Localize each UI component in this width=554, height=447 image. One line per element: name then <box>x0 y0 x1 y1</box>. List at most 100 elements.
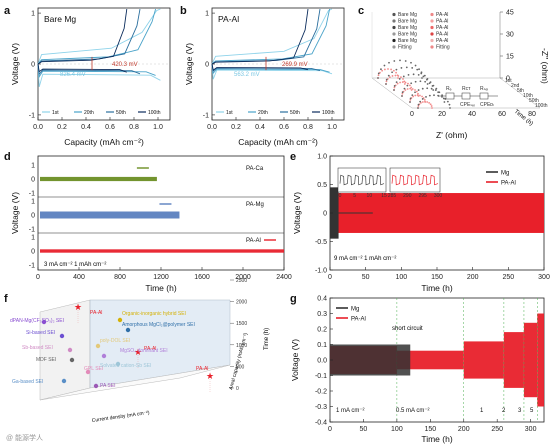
panel-e-y-tick-label: -1.0 <box>315 268 327 275</box>
panel-e-inset-tick-label: 15 <box>381 193 387 199</box>
panel-d-trace-PA-Ca <box>40 176 157 182</box>
panel-c-pa-al-point <box>406 88 409 90</box>
panel-c-pa-al-point <box>416 94 419 97</box>
panel-label-d: d <box>4 151 11 163</box>
panel-a-stripping-curve-20th <box>37 8 157 65</box>
panel-b-legend-label: 50th <box>290 110 300 116</box>
panel-c-x-tick-label: 80 <box>528 111 536 118</box>
panel-e-y-tick-label: 1.0 <box>317 154 327 161</box>
panel-c-bare-mg-point <box>395 68 398 71</box>
panel-b-voltage-capacity: PA-Al -1 0 1 0.0 0.2 0.4 0.6 0.8 1.0 Capacity (… <box>184 7 345 147</box>
panel-f-point-marker <box>95 343 101 349</box>
panel-c-bare-mg-point <box>383 64 386 67</box>
panel-label-a: a <box>4 5 11 17</box>
panel-e-traces <box>330 187 544 239</box>
panel-c-pa-al-point <box>409 84 411 87</box>
panel-c-bare-mg-point <box>414 64 417 67</box>
panel-c-legend-left-label: Bare Mg <box>398 32 417 38</box>
panel-c-legend-right-marker <box>430 32 434 36</box>
panel-c-bare-mg-point <box>426 83 429 85</box>
panel-c-z-tick-label: 30 <box>506 32 514 39</box>
panel-b-x-tick-label: 0.6 <box>279 124 289 131</box>
panel-c-circuit-label: Rᴄᴛ <box>462 86 471 92</box>
panel-f-point-marker <box>59 333 65 339</box>
panel-f-point-label: MgSO₄ dominant SEI <box>120 348 168 354</box>
panel-d-x-tick-label: 2000 <box>235 274 251 281</box>
panel-c-bare-mg-point <box>414 80 417 83</box>
panel-f-point-marker <box>117 317 123 323</box>
panel-c-pa-al-point <box>428 102 431 104</box>
panel-c-pa-al-point <box>419 102 422 104</box>
panel-c-bare-mg-point <box>421 87 424 90</box>
panel-a-plating-curve-1st <box>37 63 161 88</box>
panel-c-bare-mg-point <box>385 83 387 85</box>
panel-c-legend-left-label: Fitting <box>398 45 412 51</box>
panel-f-point-marker <box>61 378 67 384</box>
panel-e-x-tick-label: 150 <box>431 274 443 281</box>
panel-c-pa-al-point <box>402 78 404 80</box>
panel-g-legend-label: PA-Al <box>351 317 366 323</box>
panel-e-x-tick-label: 50 <box>362 274 370 281</box>
panel-c-bare-mg-point <box>411 67 414 69</box>
panel-g-x-tick-label: 200 <box>458 426 470 433</box>
panel-g-rate-label: 2 <box>502 408 506 414</box>
panel-g-rate-label: 3 <box>518 408 522 414</box>
panel-c-bare-mg-point <box>393 89 395 91</box>
panel-c-circuit-resistor <box>445 92 455 100</box>
watermark: @ 能源学人 <box>6 433 43 442</box>
panel-c-pa-al-point <box>392 69 395 72</box>
panel-c-bare-mg-point <box>380 68 382 71</box>
panel-c-legend-left-label: Bare Mg <box>398 25 417 31</box>
panel-c-legend-right-label: Fitting <box>436 45 450 51</box>
panel-c-pa-al-point <box>385 80 388 83</box>
panel-c-x-tick-label: 60 <box>498 111 506 118</box>
panel-c-bare-mg-point <box>409 97 412 100</box>
panel-f-x-axis-label: Current density (mA cm⁻²) <box>91 410 150 424</box>
panel-e-x-tick-label: 100 <box>395 274 407 281</box>
panel-c-pa-al-point <box>394 74 397 77</box>
panel-a-stripping-curve-1st <box>37 8 161 65</box>
panel-e-y-tick-label: 0 <box>323 211 327 218</box>
panel-c-bare-mg-point <box>423 74 426 77</box>
panel-f-star-marker: ★ <box>134 347 142 357</box>
panel-f-point-label: Organic-inorganic hybrid SEI <box>122 311 186 317</box>
panel-f-point-marker <box>69 357 75 363</box>
panel-c-depth-tick-label: 50th <box>529 98 539 104</box>
panel-c-x-tick-label: 40 <box>468 111 476 118</box>
panel-c-legend-right-label: PA-Al <box>436 19 448 25</box>
panel-a-x-tick-label: 1.0 <box>153 124 163 131</box>
panel-d-legend-label: PA-Ca <box>246 166 264 172</box>
panel-g-x-tick-label: 0 <box>328 426 332 433</box>
panel-c-bare-mg-point <box>417 107 419 109</box>
panel-c-pa-al-point <box>430 105 433 107</box>
panel-c-depth-tick-label: 10th <box>523 93 533 99</box>
panel-c-bare-mg-point <box>417 73 420 76</box>
panel-b-annotation-2: 269.9 mV <box>282 62 308 68</box>
panel-c-bare-mg-point <box>419 80 422 83</box>
panel-c-bare-mg-point <box>432 89 435 91</box>
panel-b-curves <box>211 8 344 80</box>
panel-a-x-tick-label: 0.8 <box>129 124 139 131</box>
panel-c-x-tick-label: 20 <box>438 111 446 118</box>
panel-c-bare-mg-point <box>405 66 408 69</box>
panel-d-x-tick-label: 2400 <box>276 274 292 281</box>
panel-d-y-tick-label: 1 <box>31 235 35 242</box>
panel-d-x-tick-label: 400 <box>73 274 85 281</box>
panel-e-x-tick-label: 0 <box>328 274 332 281</box>
panel-c-bare-mg-point <box>391 71 393 74</box>
panel-d-y-tick-label: 0 <box>31 249 35 256</box>
panel-c-bare-mg-point <box>416 68 419 71</box>
panel-c-legend-left-label: Bare Mg <box>398 12 417 18</box>
panel-c-bare-mg-point <box>385 78 388 81</box>
panel-d-x-tick-label: 1600 <box>194 274 210 281</box>
panel-g-annotation: short circuit <box>392 326 423 332</box>
panel-c-pa-al-point <box>409 98 412 101</box>
panel-c-legend-right-marker <box>430 38 434 43</box>
panel-c-pa-al-point <box>409 87 412 90</box>
panel-c-legend-right-label: PA-Al <box>436 38 448 44</box>
panel-c-pa-al-point <box>401 81 404 83</box>
panel-c-pa-al-point <box>421 101 424 103</box>
panel-a-annotation-1: 826.4 mV <box>60 72 86 78</box>
